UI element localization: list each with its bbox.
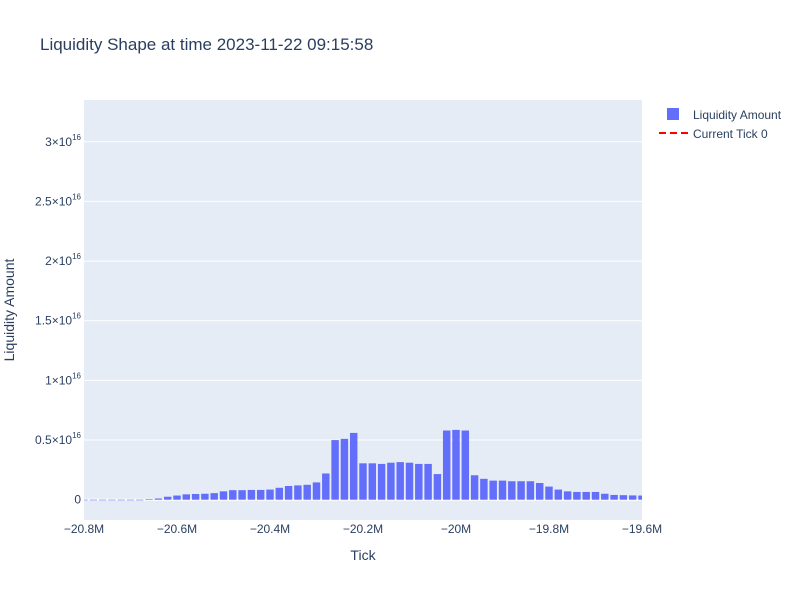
bar[interactable] [461,430,470,500]
bar[interactable] [619,495,628,500]
legend: Liquidity Amount Current Tick 0 [659,108,782,141]
bar[interactable] [266,489,274,500]
bar[interactable] [545,486,553,500]
bar[interactable] [331,440,339,500]
x-tick-label: −19.8M [529,522,569,536]
bar[interactable] [136,499,144,501]
legend-label-current-tick: Current Tick 0 [693,127,768,141]
bar[interactable] [610,494,618,500]
bar[interactable] [210,493,218,500]
y-tick-label: 0.5×1016 [35,431,81,447]
x-tick-label: −20.8M [64,522,104,536]
bar[interactable] [517,481,525,500]
bar[interactable] [433,474,442,500]
bar[interactable] [89,499,98,501]
y-tick-label: 1.5×1016 [35,312,81,328]
bar[interactable] [377,463,386,500]
bar[interactable] [480,478,488,500]
bar[interactable] [573,491,581,500]
bar[interactable] [396,462,404,500]
bar[interactable] [84,499,88,501]
bar[interactable] [238,490,246,500]
bar[interactable] [452,429,460,500]
legend-label-liquidity: Liquidity Amount [693,108,782,122]
bar[interactable] [340,438,349,500]
bar[interactable] [591,491,600,500]
bar[interactable] [526,481,535,500]
y-tick-label: 3×1016 [45,133,81,149]
bars [84,429,642,501]
bar[interactable] [191,493,200,500]
bar[interactable] [219,491,228,500]
x-axis-title: Tick [350,547,376,563]
x-tick-label: −19.6M [622,522,662,536]
bar[interactable] [163,496,172,500]
y-tick-label: 2.5×1016 [35,192,81,208]
y-tick-labels: 0 0.5×1016 1×1016 1.5×1016 2×1016 2.5×1016 3×1… [35,133,81,507]
bar[interactable] [405,462,414,500]
plot-area [84,100,642,520]
x-tick-label: −20.4M [250,522,290,536]
bar[interactable] [303,484,311,500]
bar[interactable] [349,432,358,500]
bar[interactable] [489,480,497,500]
bar[interactable] [294,485,302,500]
bar[interactable] [145,499,153,500]
bar[interactable] [582,491,590,500]
bar[interactable] [229,490,237,500]
legend-item-liquidity[interactable]: Liquidity Amount [667,108,782,122]
bar[interactable] [498,480,507,500]
bar[interactable] [638,495,642,500]
bar[interactable] [535,483,544,500]
legend-swatch-liquidity [667,108,679,120]
bar[interactable] [284,485,293,500]
bar[interactable] [98,499,107,501]
legend-item-current-tick[interactable]: Current Tick 0 [659,127,768,141]
bar[interactable] [628,495,637,500]
bar[interactable] [154,498,163,500]
y-tick-label: 1×1016 [45,371,81,387]
bar[interactable] [470,475,479,500]
bar[interactable] [256,489,265,500]
chart-title: Liquidity Shape at time 2023-11-22 09:15… [40,35,373,54]
bar[interactable] [563,491,572,500]
bar[interactable] [182,494,191,500]
y-tick-label: 2×1016 [45,252,81,268]
bar[interactable] [126,499,135,501]
bar[interactable] [424,463,432,500]
bar[interactable] [322,473,330,500]
bar[interactable] [117,499,125,501]
bar[interactable] [554,489,563,500]
bar[interactable] [173,495,181,500]
x-tick-label: −20.2M [343,522,383,536]
bar[interactable] [387,462,395,500]
y-axis-title: Liquidity Amount [1,259,17,362]
y-tick-label: 0 [74,493,81,507]
bar[interactable] [442,430,451,500]
x-tick-label: −20.6M [157,522,197,536]
bar[interactable] [312,482,321,500]
bar[interactable] [508,481,516,500]
bar[interactable] [359,463,367,500]
bar[interactable] [415,463,423,500]
bar[interactable] [275,487,284,500]
bar[interactable] [247,489,256,500]
bar[interactable] [201,493,209,500]
bar[interactable] [108,499,116,501]
bar[interactable] [601,493,609,500]
bar[interactable] [368,463,377,500]
x-tick-label: −20M [441,522,471,536]
x-tick-labels: −20.8M −20.6M −20.4M −20.2M −20M −19.8M −19.6M [64,522,662,536]
